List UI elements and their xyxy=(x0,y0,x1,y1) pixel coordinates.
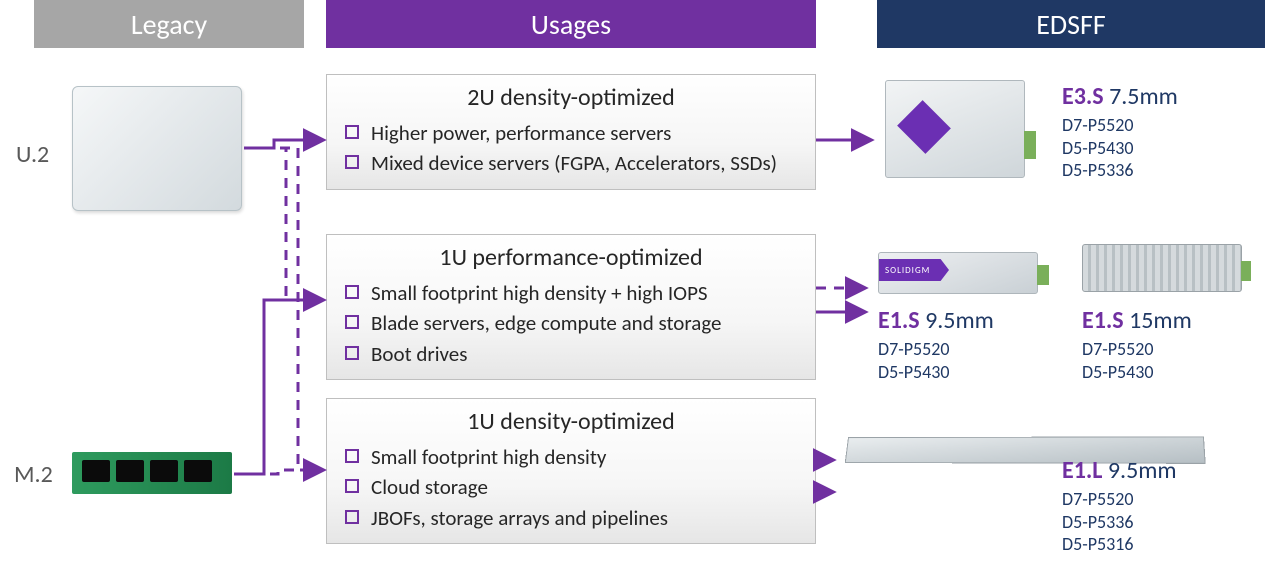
usage-item: Small footprint high density xyxy=(345,442,797,472)
edsff-e1s9-models: D7-P5520 D5-P5430 xyxy=(878,338,950,383)
edsff-e3s-models: D7-P5520 D5-P5430 D5-P5336 xyxy=(1062,114,1134,182)
edsff-form: E1.S xyxy=(878,306,920,335)
usage-item-text: Cloud storage xyxy=(371,472,488,502)
edsff-model-line: D7-P5520 xyxy=(1082,338,1154,361)
e1s-15mm-drive-graphic xyxy=(1082,244,1242,292)
bullet-icon xyxy=(345,285,359,299)
edsff-size: 9.5mm xyxy=(1108,456,1177,485)
bullet-icon xyxy=(345,315,359,329)
edsff-e1s15-title: E1.S 15mm xyxy=(1082,306,1192,335)
usage-title: 1U performance-optimized xyxy=(345,243,797,272)
edsff-e3s-title: E3.S 7.5mm xyxy=(1062,82,1178,111)
bullet-icon xyxy=(345,155,359,169)
edsff-e1s15-models: D7-P5520 D5-P5430 xyxy=(1082,338,1154,383)
edsff-size: 15mm xyxy=(1129,306,1192,335)
e1s-9mm-drive-graphic: SOLIDIGM xyxy=(878,252,1038,294)
legacy-header: Legacy xyxy=(34,0,304,48)
edsff-model-line: D7-P5520 xyxy=(1062,488,1134,511)
edsff-form: E3.S xyxy=(1062,82,1104,111)
edsff-model-line: D5-P5316 xyxy=(1062,533,1134,556)
edsff-model-line: D7-P5520 xyxy=(1062,114,1134,137)
bullet-icon xyxy=(345,510,359,524)
u2-label: U.2 xyxy=(16,140,49,169)
edsff-model-line: D7-P5520 xyxy=(878,338,950,361)
solidigm-badge-icon xyxy=(897,100,951,154)
usage-item: Boot drives xyxy=(345,339,797,369)
edsff-model-line: D5-P5336 xyxy=(1062,511,1134,534)
edsff-form: E1.L xyxy=(1062,456,1102,485)
edsff-form: E1.S xyxy=(1082,306,1124,335)
usage-item-text: Boot drives xyxy=(371,339,467,369)
bullet-icon xyxy=(345,125,359,139)
e3s-drive-graphic xyxy=(885,80,1025,178)
m2-label: M.2 xyxy=(14,460,53,489)
usage-box-0: 2U density-optimized Higher power, perfo… xyxy=(326,74,816,190)
usage-item-text: JBOFs, storage arrays and pipelines xyxy=(371,503,668,533)
connector-icon xyxy=(1037,265,1049,285)
usage-item-text: Small footprint high density xyxy=(371,442,606,472)
edsff-e1s9-title: E1.S 9.5mm xyxy=(878,306,994,335)
usage-box-2: 1U density-optimized Small footprint hig… xyxy=(326,398,816,544)
solidigm-badge-icon: SOLIDIGM xyxy=(879,259,949,281)
m2-drive-graphic xyxy=(72,452,232,494)
usage-item: JBOFs, storage arrays and pipelines xyxy=(345,503,797,533)
u2-drive-graphic xyxy=(72,86,242,211)
usage-box-1: 1U performance-optimized Small footprint… xyxy=(326,234,816,380)
edsff-model-line: D5-P5430 xyxy=(1062,137,1134,160)
usage-item-text: Higher power, performance servers xyxy=(371,118,671,148)
edsff-e1l-models: D7-P5520 D5-P5336 D5-P5316 xyxy=(1062,488,1134,556)
usage-item-text: Mixed device servers (FGPA, Accelerators… xyxy=(371,148,777,178)
usage-title: 1U density-optimized xyxy=(345,407,797,436)
edsff-model-line: D5-P5430 xyxy=(1082,361,1154,384)
edsff-e1l-title: E1.L 9.5mm xyxy=(1062,456,1177,485)
usage-item: Mixed device servers (FGPA, Accelerators… xyxy=(345,148,797,178)
connector-icon xyxy=(1241,261,1251,281)
usage-item: Cloud storage xyxy=(345,472,797,502)
edsff-model-line: D5-P5336 xyxy=(1062,159,1134,182)
usage-item: Higher power, performance servers xyxy=(345,118,797,148)
edsff-header: EDSFF xyxy=(877,0,1265,48)
bullet-icon xyxy=(345,346,359,360)
usage-item: Blade servers, edge compute and storage xyxy=(345,308,797,338)
edsff-size: 7.5mm xyxy=(1109,82,1178,111)
bullet-icon xyxy=(345,479,359,493)
bullet-icon xyxy=(345,449,359,463)
edsff-size: 9.5mm xyxy=(925,306,994,335)
usage-item: Small footprint high density + high IOPS xyxy=(345,278,797,308)
usage-item-text: Small footprint high density + high IOPS xyxy=(371,278,708,308)
connector-icon xyxy=(1024,131,1036,159)
usage-title: 2U density-optimized xyxy=(345,83,797,112)
usage-item-text: Blade servers, edge compute and storage xyxy=(371,308,721,338)
usages-header: Usages xyxy=(326,0,816,48)
solidigm-label: SOLIDIGM xyxy=(885,265,930,276)
edsff-model-line: D5-P5430 xyxy=(878,361,950,384)
